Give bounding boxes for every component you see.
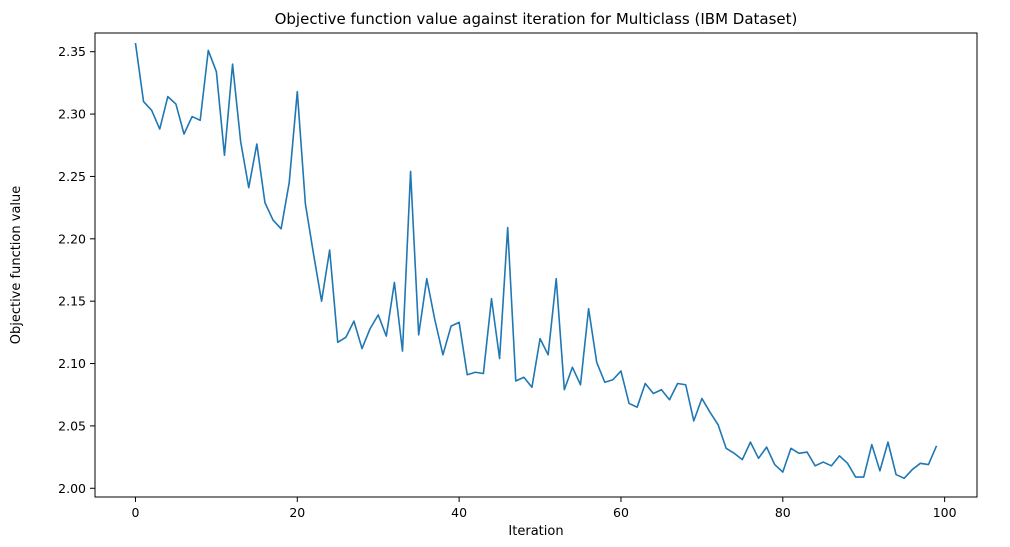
plot-area: 0 20 40 60 80 100 2.00 2.05 2.10 2.15 2.20 2.25 2.3…: [58, 32, 978, 520]
y-tick-label: 2.00: [58, 481, 86, 496]
y-tick-label: 2.10: [58, 356, 86, 371]
plot-frame: [94, 32, 978, 498]
y-tick-label: 2.25: [58, 169, 86, 184]
x-tick-label: 0: [131, 505, 139, 520]
y-tick-label: 2.15: [58, 294, 86, 309]
series-line: [134, 42, 938, 480]
x-tick-label: 80: [775, 505, 791, 520]
x-tick-label: 60: [613, 505, 629, 520]
y-tick-label: 2.05: [58, 418, 86, 433]
y-tick-label: 2.35: [58, 44, 86, 59]
x-tick-label: 100: [933, 505, 957, 520]
x-axis-label: Iteration: [508, 524, 563, 539]
x-axis-ticks: 0 20 40 60 80 100: [131, 497, 957, 520]
x-tick-label: 40: [451, 505, 467, 520]
x-tick-label: 20: [289, 505, 305, 520]
y-axis-label: Objective function value: [9, 186, 24, 345]
chart-title: Objective function value against iterati…: [275, 10, 798, 28]
y-tick-label: 2.30: [58, 107, 86, 122]
y-tick-label: 2.20: [58, 231, 86, 246]
y-axis-ticks: 2.00 2.05 2.10 2.15 2.20 2.25 2.30 2.35: [58, 44, 95, 496]
